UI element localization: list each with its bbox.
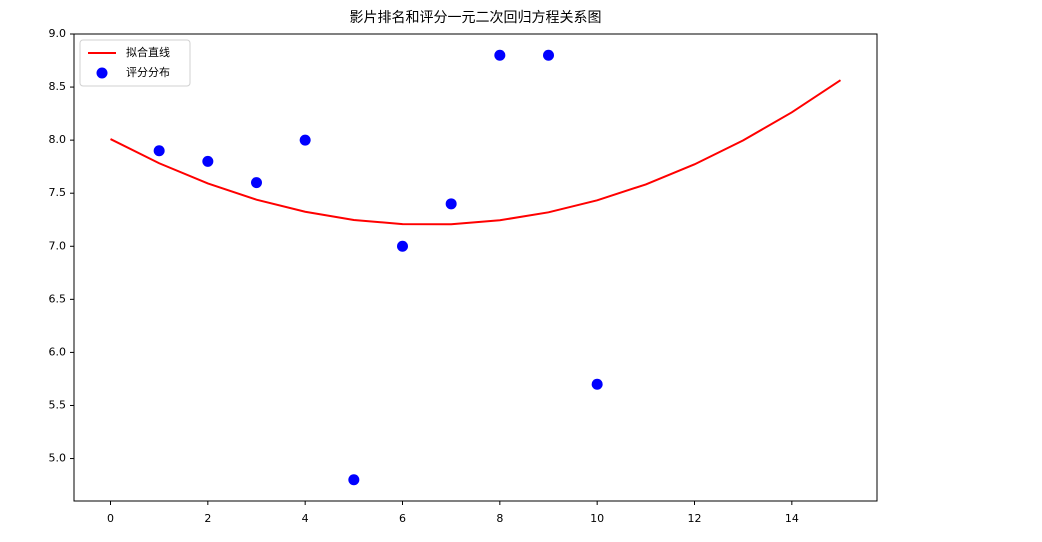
legend-box — [79, 39, 191, 87]
point — [445, 198, 457, 210]
x-tick-label: 2 — [204, 512, 211, 525]
point — [153, 145, 165, 157]
legend-label: 拟合直线 — [126, 45, 170, 59]
x-tick-label: 0 — [107, 512, 114, 525]
y-tick-label: 8.5 — [49, 80, 67, 93]
x-tick-label: 4 — [302, 512, 309, 525]
legend-label: 评分分布 — [126, 66, 170, 79]
chart-title: 影片排名和评分一元二次回归方程关系图 — [350, 9, 602, 26]
x-tick-label: 14 — [785, 512, 799, 525]
y-tick-label: 7.5 — [49, 186, 67, 199]
y-tick-label: 5.0 — [49, 452, 67, 465]
point — [348, 474, 360, 486]
point — [397, 240, 408, 252]
y-tick-label: 6.0 — [49, 345, 67, 358]
point — [591, 378, 603, 390]
x-tick-label: 10 — [590, 512, 604, 525]
x-tick-label: 12 — [688, 512, 702, 525]
point — [494, 49, 506, 61]
fit-line — [110, 79, 842, 226]
point — [299, 134, 311, 146]
y-tick-label: 7.0 — [49, 239, 67, 252]
point — [251, 177, 262, 189]
x-tick-label: 8 — [496, 512, 503, 525]
legend-marker — [96, 67, 108, 79]
y-tick-label: 6.5 — [49, 292, 67, 305]
point — [543, 49, 554, 61]
plot-frame — [73, 33, 878, 502]
y-tick-label: 8.0 — [49, 133, 67, 146]
y-tick-label: 5.5 — [49, 398, 67, 411]
point — [202, 155, 214, 167]
y-tick-label: 9.0 — [49, 27, 67, 40]
x-tick-label: 6 — [399, 512, 406, 525]
